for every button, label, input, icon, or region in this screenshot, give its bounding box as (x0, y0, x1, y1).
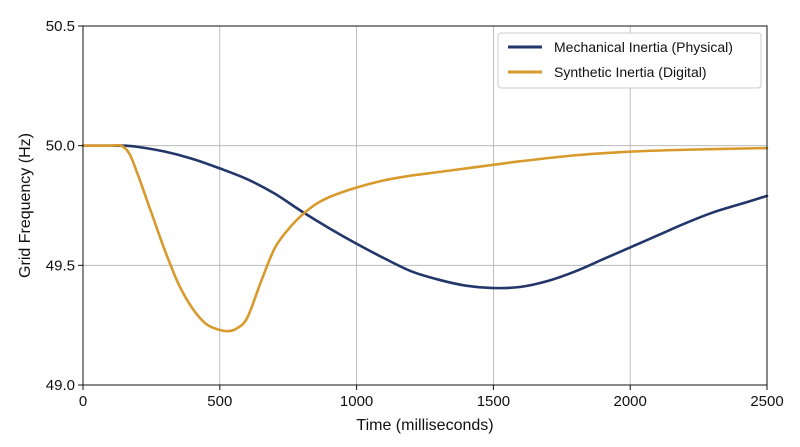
y-tick-label: 50.0 (46, 138, 75, 155)
y-tick-label: 49.0 (46, 377, 75, 394)
x-tick-label: 2000 (614, 393, 647, 410)
y-axis-label: Grid Frequency (Hz) (17, 133, 34, 278)
plot-frame (82, 25, 768, 386)
series-lines (81, 143, 769, 333)
legend: Mechanical Inertia (Physical) Synthetic … (497, 32, 762, 89)
x-axis-label: Time (milliseconds) (356, 417, 493, 434)
legend-entry-synthetic: Synthetic Inertia (Digital) (554, 64, 707, 80)
axis-ticks: 0 500 1000 1500 2000 2500 49.0 49.5 50.0 50.5 (46, 18, 784, 410)
x-tick-label: 2500 (750, 393, 783, 410)
series-line-synthetic (81, 143, 769, 333)
x-tick-label: 1000 (340, 393, 373, 410)
x-tick-label: 0 (79, 393, 87, 410)
x-tick-label: 500 (207, 393, 232, 410)
legend-entry-mechanical: Mechanical Inertia (Physical) (554, 39, 733, 55)
y-tick-label: 49.5 (46, 257, 75, 274)
legend-box (497, 32, 762, 89)
series-line-mechanical (81, 144, 769, 290)
x-tick-label: 1500 (477, 393, 510, 410)
y-tick-label: 50.5 (46, 18, 75, 35)
